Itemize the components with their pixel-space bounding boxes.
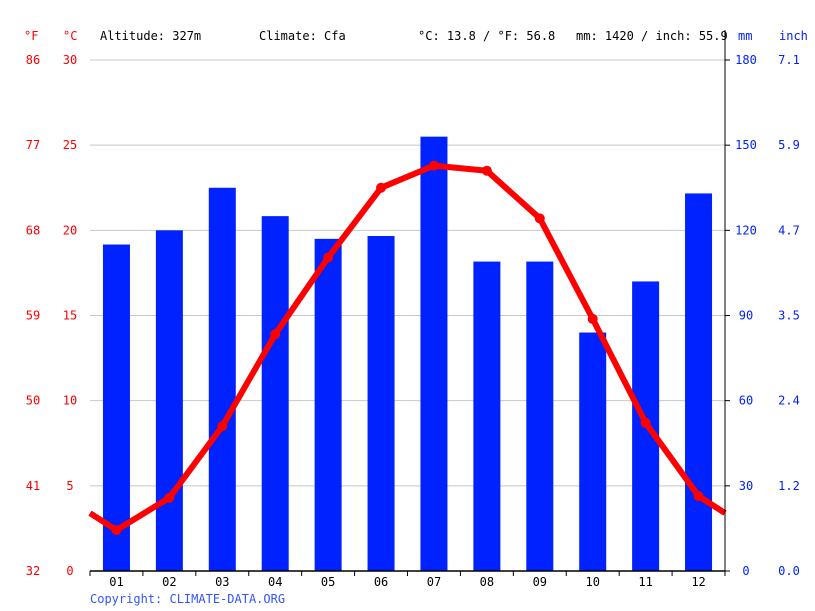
tick-label-c: 10 <box>63 394 77 408</box>
tick-label-mm: 150 <box>735 138 757 152</box>
temperature-point-08 <box>481 165 492 176</box>
x-tick-label: 12 <box>691 575 705 589</box>
tick-label-inch: 1.2 <box>778 479 800 493</box>
tick-label-mm: 60 <box>739 394 753 408</box>
temperature-point-09 <box>534 213 545 224</box>
tick-label-mm: 90 <box>739 309 753 323</box>
tick-label-f: 50 <box>26 394 40 408</box>
tick-label-f: 41 <box>26 479 40 493</box>
copyright-link[interactable]: Copyright: CLIMATE-DATA.ORG <box>90 592 285 606</box>
climate-label: Climate: Cfa <box>259 29 346 43</box>
precipitation-bar-07 <box>420 136 448 571</box>
x-tick-label: 08 <box>480 575 494 589</box>
tick-label-f: 32 <box>26 564 40 578</box>
temperature-point-06 <box>376 182 387 193</box>
x-tick-label: 05 <box>321 575 335 589</box>
precip-label: mm: 1420 / inch: 55.9 <box>576 29 728 43</box>
x-tick-label: 04 <box>268 575 282 589</box>
tick-label-f: 77 <box>26 138 40 152</box>
x-tick-label: 07 <box>427 575 441 589</box>
x-tick-label: 11 <box>638 575 652 589</box>
x-tick-label: 01 <box>109 575 123 589</box>
temperature-point-05 <box>323 252 334 263</box>
tick-label-inch: 5.9 <box>778 138 800 152</box>
temperature-point-12 <box>693 491 704 502</box>
tick-label-f: 68 <box>26 223 40 237</box>
temperature-point-04 <box>270 329 281 340</box>
precipitation-bar-03 <box>208 187 236 571</box>
precipitation-bar-02 <box>155 230 183 572</box>
temperature-point-11 <box>640 417 651 428</box>
tick-label-f: 59 <box>26 309 40 323</box>
altitude-label: Altitude: 327m <box>100 29 201 43</box>
tick-label-c: 30 <box>63 53 77 67</box>
tick-label-inch: 4.7 <box>778 223 800 237</box>
temperature-point-02 <box>164 492 175 503</box>
tick-label-c: 20 <box>63 223 77 237</box>
tick-label-inch: 2.4 <box>778 394 800 408</box>
temperature-point-03 <box>217 421 228 432</box>
unit-c-label: °C <box>63 29 77 43</box>
x-tick-label: 09 <box>533 575 547 589</box>
tick-label-mm: 180 <box>735 53 757 67</box>
x-tick-label: 02 <box>162 575 176 589</box>
unit-mm-label: mm <box>738 29 752 43</box>
precipitation-bar-09 <box>526 261 554 571</box>
unit-inch-label: inch <box>779 29 808 43</box>
x-tick-label: 03 <box>215 575 229 589</box>
tick-label-inch: 0.0 <box>778 564 800 578</box>
tick-label-c: 5 <box>66 479 73 493</box>
tick-label-c: 0 <box>66 564 73 578</box>
tick-label-mm: 30 <box>739 479 753 493</box>
tick-label-f: 86 <box>26 53 40 67</box>
tick-label-c: 15 <box>63 309 77 323</box>
tick-label-c: 25 <box>63 138 77 152</box>
temperature-point-01 <box>111 525 122 536</box>
temperature-point-10 <box>587 313 598 324</box>
precipitation-bar-08 <box>473 261 501 571</box>
avg-temp-label: °C: 13.8 / °F: 56.8 <box>418 29 555 43</box>
precipitation-bar-06 <box>367 236 395 571</box>
precipitation-bar-12 <box>685 193 713 571</box>
tick-label-mm: 120 <box>735 223 757 237</box>
precipitation-bar-01 <box>102 244 130 571</box>
precipitation-bar-10 <box>579 332 607 571</box>
temperature-line <box>88 162 727 534</box>
precipitation-bar-04 <box>261 216 289 571</box>
tick-label-mm: 0 <box>742 564 749 578</box>
tick-label-inch: 3.5 <box>778 309 800 323</box>
x-tick-label: 10 <box>585 575 599 589</box>
temperature-point-07 <box>428 160 439 171</box>
x-tick-label: 06 <box>374 575 388 589</box>
tick-label-inch: 7.1 <box>778 53 800 67</box>
precipitation-bar-05 <box>314 238 342 571</box>
unit-f-label: °F <box>24 29 38 43</box>
